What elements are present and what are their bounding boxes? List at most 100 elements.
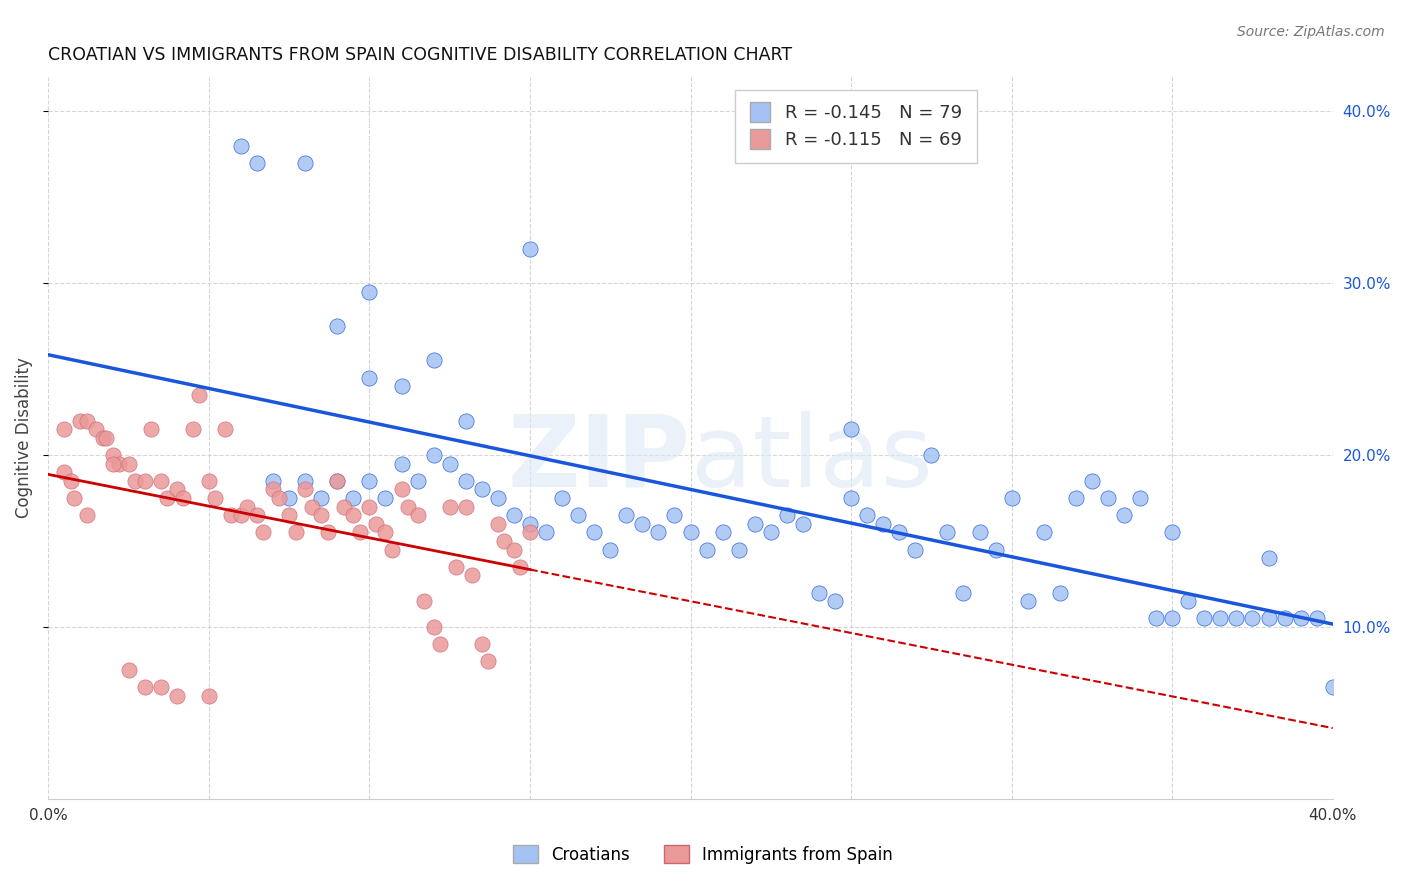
- Point: [1032, 525, 1054, 540]
- Point: [503, 542, 526, 557]
- Point: [631, 516, 654, 531]
- Point: [214, 422, 236, 436]
- Point: [614, 508, 637, 523]
- Point: [172, 491, 194, 505]
- Point: [294, 156, 316, 170]
- Text: ZIP: ZIP: [508, 411, 690, 508]
- Point: [284, 525, 307, 540]
- Point: [246, 508, 269, 523]
- Point: [364, 516, 387, 531]
- Point: [422, 448, 444, 462]
- Point: [278, 508, 301, 523]
- Point: [342, 508, 364, 523]
- Point: [969, 525, 991, 540]
- Point: [471, 483, 494, 497]
- Point: [439, 500, 461, 514]
- Point: [188, 388, 211, 402]
- Point: [422, 353, 444, 368]
- Point: [332, 500, 354, 514]
- Text: atlas: atlas: [690, 411, 932, 508]
- Point: [262, 474, 284, 488]
- Point: [326, 474, 349, 488]
- Point: [149, 680, 172, 694]
- Point: [134, 680, 156, 694]
- Point: [76, 508, 98, 523]
- Point: [269, 491, 291, 505]
- Point: [647, 525, 669, 540]
- Point: [229, 138, 252, 153]
- Point: [744, 516, 766, 531]
- Point: [221, 508, 243, 523]
- Point: [1081, 474, 1104, 488]
- Point: [246, 156, 269, 170]
- Point: [374, 491, 396, 505]
- Point: [727, 542, 749, 557]
- Point: [872, 516, 894, 531]
- Point: [454, 474, 477, 488]
- Point: [117, 457, 139, 471]
- Point: [471, 637, 494, 651]
- Point: [204, 491, 226, 505]
- Point: [503, 508, 526, 523]
- Point: [359, 500, 381, 514]
- Legend: Croatians, Immigrants from Spain: Croatians, Immigrants from Spain: [506, 838, 900, 871]
- Point: [294, 474, 316, 488]
- Point: [278, 491, 301, 505]
- Y-axis label: Cognitive Disability: Cognitive Disability: [15, 358, 32, 518]
- Point: [1049, 585, 1071, 599]
- Point: [391, 457, 413, 471]
- Point: [359, 474, 381, 488]
- Point: [936, 525, 959, 540]
- Point: [567, 508, 589, 523]
- Point: [444, 559, 467, 574]
- Point: [413, 594, 436, 608]
- Point: [396, 500, 419, 514]
- Point: [839, 491, 862, 505]
- Point: [1112, 508, 1135, 523]
- Point: [76, 414, 98, 428]
- Point: [477, 654, 499, 668]
- Point: [509, 559, 531, 574]
- Point: [952, 585, 974, 599]
- Point: [984, 542, 1007, 557]
- Point: [101, 448, 124, 462]
- Point: [149, 474, 172, 488]
- Point: [711, 525, 734, 540]
- Point: [309, 508, 332, 523]
- Point: [1257, 611, 1279, 625]
- Point: [309, 491, 332, 505]
- Point: [326, 474, 349, 488]
- Point: [1306, 611, 1329, 625]
- Text: Source: ZipAtlas.com: Source: ZipAtlas.com: [1237, 25, 1385, 39]
- Point: [519, 516, 541, 531]
- Point: [91, 431, 114, 445]
- Point: [461, 568, 484, 582]
- Point: [454, 414, 477, 428]
- Point: [1017, 594, 1039, 608]
- Point: [374, 525, 396, 540]
- Point: [1289, 611, 1312, 625]
- Point: [316, 525, 339, 540]
- Point: [904, 542, 927, 557]
- Point: [534, 525, 557, 540]
- Point: [294, 483, 316, 497]
- Point: [63, 491, 86, 505]
- Point: [1209, 611, 1232, 625]
- Point: [301, 500, 323, 514]
- Point: [166, 689, 188, 703]
- Point: [679, 525, 702, 540]
- Point: [381, 542, 404, 557]
- Point: [124, 474, 146, 488]
- Point: [53, 422, 76, 436]
- Point: [69, 414, 91, 428]
- Point: [807, 585, 830, 599]
- Point: [342, 491, 364, 505]
- Point: [889, 525, 911, 540]
- Point: [583, 525, 606, 540]
- Point: [359, 285, 381, 299]
- Point: [198, 689, 221, 703]
- Point: [856, 508, 879, 523]
- Point: [181, 422, 204, 436]
- Legend: R = -0.145   N = 79, R = -0.115   N = 69: R = -0.145 N = 79, R = -0.115 N = 69: [735, 89, 977, 163]
- Point: [1274, 611, 1296, 625]
